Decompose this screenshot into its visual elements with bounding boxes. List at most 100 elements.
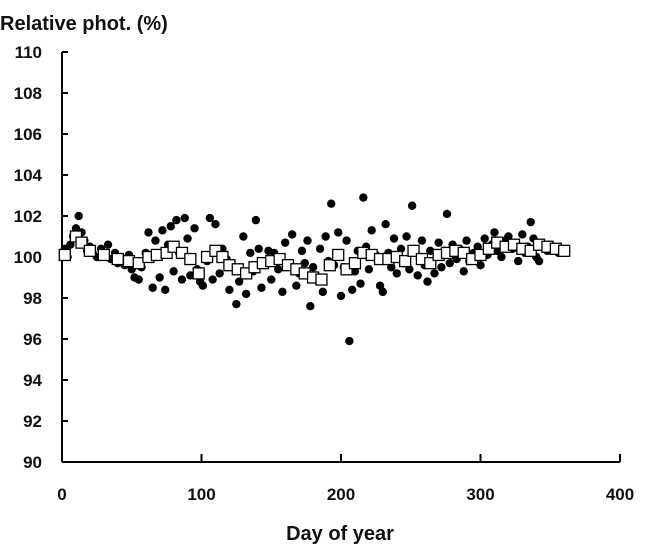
- daily-point: [534, 256, 544, 266]
- daily-point: [423, 277, 432, 286]
- daily-point: [318, 287, 328, 297]
- daily-point: [417, 236, 427, 245]
- x-ticks: 0 100 200 300 400: [57, 454, 634, 504]
- daily-point: [134, 275, 143, 284]
- x-axis-title: Day of year: [286, 523, 394, 545]
- daily-point: [161, 285, 170, 294]
- daily-point: [378, 287, 388, 297]
- daily-point: [497, 252, 506, 262]
- mean-point: [407, 244, 420, 258]
- mean-point: [399, 254, 412, 268]
- daily-point: [392, 269, 401, 278]
- y-tick-label: 104: [14, 166, 43, 185]
- mean-point: [323, 259, 336, 272]
- x-tick-label: 100: [187, 485, 215, 504]
- daily-point: [407, 201, 417, 210]
- daily-point: [177, 275, 187, 284]
- y-tick-label: 98: [23, 289, 42, 308]
- mean-point: [175, 246, 189, 260]
- daily-point: [413, 271, 422, 280]
- daily-point: [151, 236, 160, 245]
- y-axis-title: Relative phot. (%): [0, 13, 168, 35]
- daily-point: [389, 234, 399, 243]
- mean-point: [273, 252, 286, 266]
- daily-point: [513, 256, 523, 266]
- daily-point: [257, 283, 266, 292]
- daily-point: [74, 211, 83, 221]
- daily-point: [232, 299, 241, 309]
- mean-point: [97, 248, 110, 262]
- x-tick-label: 0: [57, 485, 66, 504]
- plot-area: [58, 193, 571, 346]
- y-tick-label: 94: [23, 371, 42, 390]
- daily-point: [342, 236, 351, 245]
- y-ticks: 90 92 94 96 98 100 102 104 106 108 110: [14, 43, 68, 472]
- daily-point: [205, 213, 215, 223]
- mean-point: [184, 252, 197, 266]
- mean-point: [558, 244, 571, 258]
- daily-point: [144, 228, 153, 237]
- daily-point: [297, 246, 307, 256]
- daily-point: [251, 215, 261, 225]
- daily-point: [308, 263, 318, 272]
- daily-point: [103, 240, 113, 249]
- daily-point: [287, 230, 297, 239]
- daily-point: [186, 271, 195, 280]
- daily-point: [334, 228, 343, 237]
- daily-point: [190, 224, 199, 233]
- daily-point: [526, 217, 535, 227]
- y-tick-label: 92: [23, 412, 42, 431]
- daily-point: [434, 238, 443, 247]
- daily-point: [359, 193, 368, 202]
- daily-point: [211, 220, 220, 229]
- mean-point: [111, 252, 124, 266]
- daily-point: [239, 232, 248, 241]
- mean-point: [332, 248, 345, 262]
- y-tick-label: 96: [23, 330, 42, 349]
- mean-point: [75, 236, 88, 249]
- daily-point: [381, 220, 390, 229]
- daily-point: [183, 234, 192, 243]
- daily-point: [445, 258, 455, 268]
- daily-point: [155, 273, 164, 282]
- y-tick-label: 102: [14, 207, 42, 226]
- daily-point: [246, 248, 255, 258]
- daily-point: [367, 226, 376, 235]
- daily-point: [306, 302, 315, 311]
- mean-point: [524, 244, 537, 258]
- daily-point: [208, 275, 217, 284]
- daily-point: [278, 287, 287, 297]
- y-tick-label: 108: [14, 84, 42, 103]
- daily-point: [430, 269, 439, 278]
- mean-point: [58, 248, 71, 262]
- daily-point: [347, 285, 357, 294]
- daily-point: [300, 258, 309, 268]
- y-tick-label: 110: [15, 43, 42, 62]
- daily-point: [292, 281, 301, 290]
- daily-point: [315, 244, 325, 253]
- daily-point: [518, 230, 527, 239]
- daily-point: [254, 244, 263, 253]
- daily-point: [459, 267, 468, 276]
- daily-point: [364, 265, 374, 274]
- daily-point: [462, 236, 471, 245]
- daily-point: [215, 269, 224, 278]
- daily-point: [281, 238, 290, 247]
- daily-point: [180, 213, 189, 223]
- daily-point: [267, 275, 276, 284]
- daily-point: [426, 246, 435, 256]
- daily-point: [476, 261, 485, 270]
- x-tick-label: 200: [327, 485, 355, 504]
- daily-point: [166, 222, 176, 231]
- mean-point: [83, 244, 97, 258]
- mean-point: [348, 256, 362, 270]
- x-tick-label: 300: [466, 485, 494, 504]
- mean-point: [315, 273, 328, 286]
- daily-point: [327, 199, 336, 208]
- daily-point: [169, 267, 178, 276]
- y-tick-label: 100: [14, 248, 42, 267]
- daily-point: [241, 289, 251, 299]
- daily-point: [321, 232, 330, 241]
- mean-point: [216, 250, 229, 264]
